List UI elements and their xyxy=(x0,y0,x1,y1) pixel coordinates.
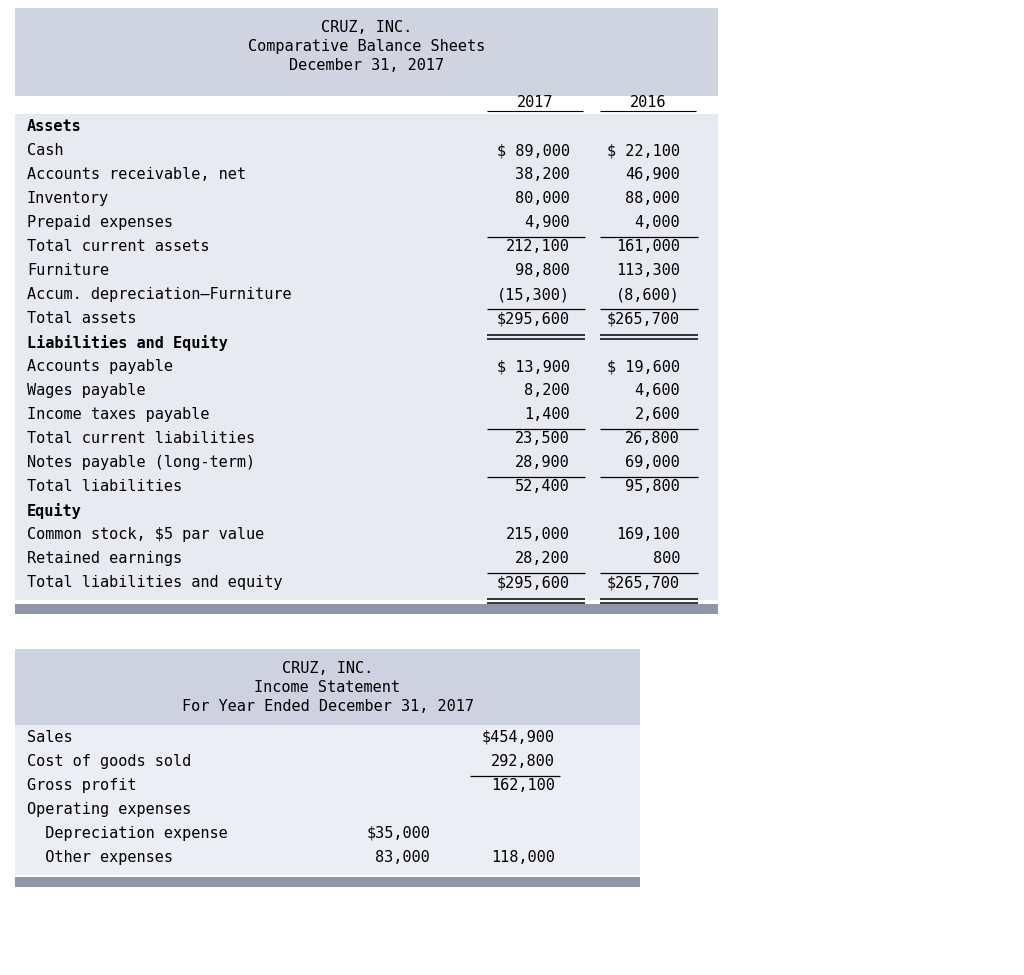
Text: Wages payable: Wages payable xyxy=(27,383,145,398)
Text: Total assets: Total assets xyxy=(27,311,136,326)
Text: $ 19,600: $ 19,600 xyxy=(607,359,680,374)
Text: 113,300: 113,300 xyxy=(616,263,680,278)
Text: Cost of goods sold: Cost of goods sold xyxy=(27,754,191,769)
Text: CRUZ, INC.: CRUZ, INC. xyxy=(282,661,373,676)
Text: 23,500: 23,500 xyxy=(515,431,570,446)
Text: Income Statement: Income Statement xyxy=(255,680,400,695)
Text: CRUZ, INC.: CRUZ, INC. xyxy=(321,20,412,35)
Text: $295,600: $295,600 xyxy=(497,311,570,326)
Text: 161,000: 161,000 xyxy=(616,239,680,254)
Text: Common stock, $5 par value: Common stock, $5 par value xyxy=(27,527,264,542)
Text: Accounts payable: Accounts payable xyxy=(27,359,173,374)
Text: Prepaid expenses: Prepaid expenses xyxy=(27,215,173,230)
Text: Accounts receivable, net: Accounts receivable, net xyxy=(27,167,246,182)
Text: 28,200: 28,200 xyxy=(515,551,570,566)
Text: Equity: Equity xyxy=(27,503,82,519)
Bar xyxy=(15,8,718,96)
Text: $295,600: $295,600 xyxy=(497,575,570,590)
Text: Other expenses: Other expenses xyxy=(27,850,173,865)
Text: Accum. depreciation–Furniture: Accum. depreciation–Furniture xyxy=(27,287,292,302)
Text: (15,300): (15,300) xyxy=(497,287,570,302)
Text: 28,900: 28,900 xyxy=(515,455,570,470)
Text: 83,000: 83,000 xyxy=(375,850,430,865)
Text: 118,000: 118,000 xyxy=(492,850,555,865)
Text: 69,000: 69,000 xyxy=(626,455,680,470)
Text: Retained earnings: Retained earnings xyxy=(27,551,182,566)
Text: $ 22,100: $ 22,100 xyxy=(607,143,680,158)
Text: 8,200: 8,200 xyxy=(524,383,570,398)
Text: 38,200: 38,200 xyxy=(515,167,570,182)
Text: 4,600: 4,600 xyxy=(635,383,680,398)
Text: 2017: 2017 xyxy=(517,95,553,110)
Text: 2,600: 2,600 xyxy=(635,407,680,422)
Text: $35,000: $35,000 xyxy=(367,826,430,841)
Text: 169,100: 169,100 xyxy=(616,527,680,542)
Text: Total current liabilities: Total current liabilities xyxy=(27,431,255,446)
Text: 4,900: 4,900 xyxy=(524,215,570,230)
Bar xyxy=(15,725,640,875)
Text: $454,900: $454,900 xyxy=(482,730,555,745)
Bar xyxy=(15,877,640,887)
Text: 292,800: 292,800 xyxy=(492,754,555,769)
Text: Cash: Cash xyxy=(27,143,63,158)
Text: Inventory: Inventory xyxy=(27,191,110,206)
Text: $265,700: $265,700 xyxy=(607,311,680,326)
Text: Notes payable (long-term): Notes payable (long-term) xyxy=(27,455,255,470)
Text: 800: 800 xyxy=(652,551,680,566)
Text: 26,800: 26,800 xyxy=(626,431,680,446)
Text: Furniture: Furniture xyxy=(27,263,110,278)
Text: Gross profit: Gross profit xyxy=(27,778,136,793)
Text: Income taxes payable: Income taxes payable xyxy=(27,407,210,422)
Text: 162,100: 162,100 xyxy=(492,778,555,793)
Text: 4,000: 4,000 xyxy=(635,215,680,230)
Bar xyxy=(15,649,640,725)
Text: 2016: 2016 xyxy=(630,95,667,110)
Text: 80,000: 80,000 xyxy=(515,191,570,206)
Text: (8,600): (8,600) xyxy=(616,287,680,302)
Text: Assets: Assets xyxy=(27,119,82,134)
Text: 88,000: 88,000 xyxy=(626,191,680,206)
Text: $ 13,900: $ 13,900 xyxy=(497,359,570,374)
Text: Sales: Sales xyxy=(27,730,73,745)
Text: 1,400: 1,400 xyxy=(524,407,570,422)
Text: 52,400: 52,400 xyxy=(515,479,570,494)
Text: 212,100: 212,100 xyxy=(506,239,570,254)
Text: December 31, 2017: December 31, 2017 xyxy=(289,58,444,73)
Bar xyxy=(15,114,718,600)
Text: Total liabilities: Total liabilities xyxy=(27,479,182,494)
Text: $265,700: $265,700 xyxy=(607,575,680,590)
Bar xyxy=(15,604,718,614)
Text: Operating expenses: Operating expenses xyxy=(27,802,191,817)
Text: For Year Ended December 31, 2017: For Year Ended December 31, 2017 xyxy=(181,699,473,714)
Text: Depreciation expense: Depreciation expense xyxy=(27,826,227,841)
Text: 46,900: 46,900 xyxy=(626,167,680,182)
Text: Liabilities and Equity: Liabilities and Equity xyxy=(27,335,227,351)
Text: Total liabilities and equity: Total liabilities and equity xyxy=(27,575,283,590)
Text: 215,000: 215,000 xyxy=(506,527,570,542)
Text: Comparative Balance Sheets: Comparative Balance Sheets xyxy=(248,39,485,54)
Text: 95,800: 95,800 xyxy=(626,479,680,494)
Text: $ 89,000: $ 89,000 xyxy=(497,143,570,158)
Text: 98,800: 98,800 xyxy=(515,263,570,278)
Text: Total current assets: Total current assets xyxy=(27,239,210,254)
